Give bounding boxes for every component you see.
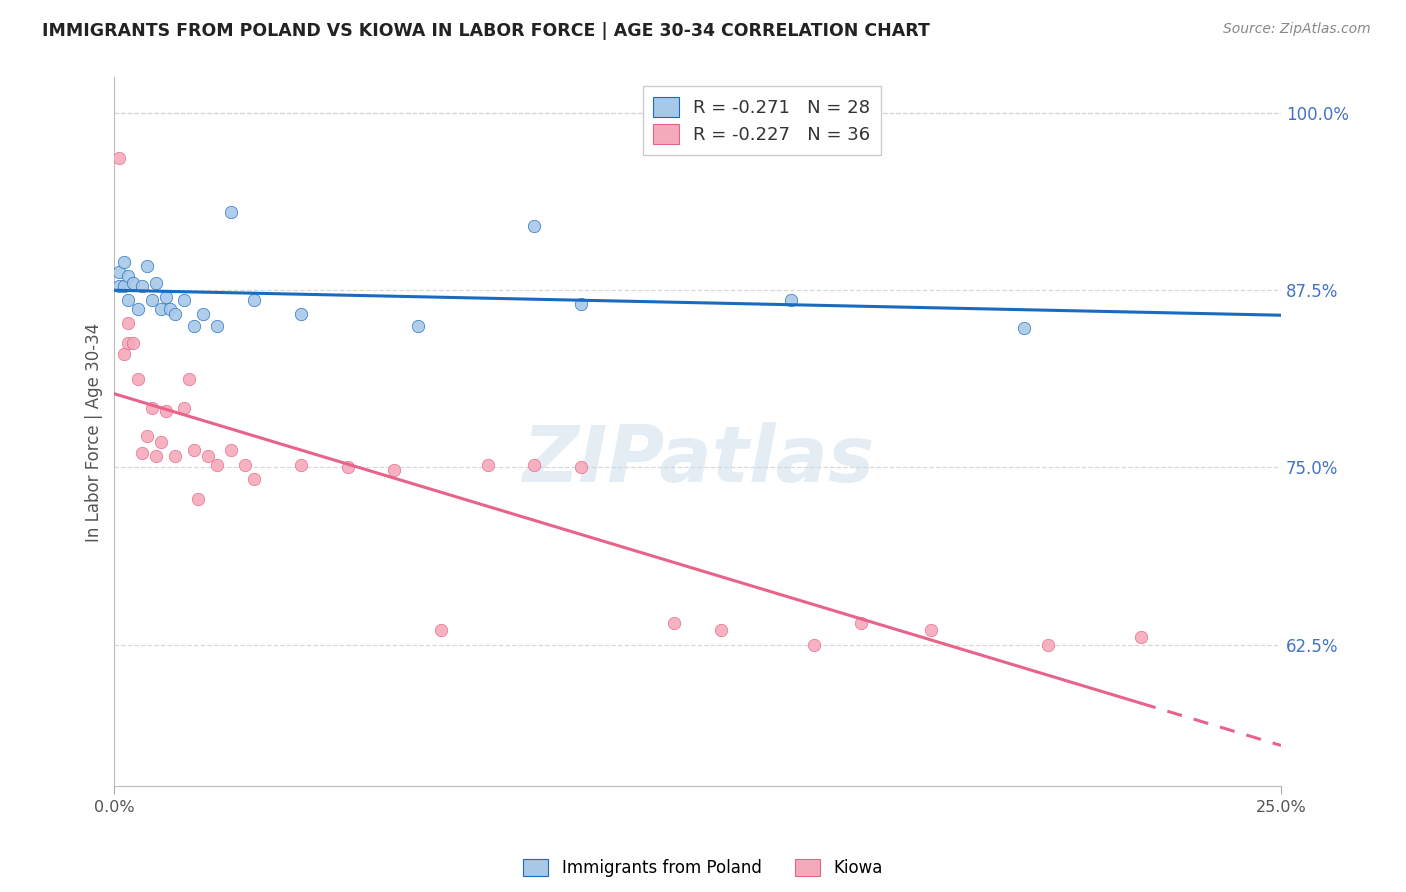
Point bbox=[131, 446, 153, 460]
Point bbox=[477, 458, 499, 472]
Point bbox=[150, 434, 173, 449]
Point bbox=[523, 219, 546, 234]
Point bbox=[191, 307, 214, 321]
Point bbox=[187, 491, 209, 506]
Point bbox=[108, 278, 131, 293]
Point bbox=[127, 301, 149, 316]
Text: Source: ZipAtlas.com: Source: ZipAtlas.com bbox=[1223, 22, 1371, 37]
Point bbox=[117, 316, 139, 330]
Point bbox=[664, 616, 686, 631]
Point bbox=[243, 472, 266, 486]
Point bbox=[290, 458, 312, 472]
Point bbox=[243, 293, 266, 307]
Text: IMMIGRANTS FROM POLAND VS KIOWA IN LABOR FORCE | AGE 30-34 CORRELATION CHART: IMMIGRANTS FROM POLAND VS KIOWA IN LABOR… bbox=[42, 22, 929, 40]
Point bbox=[122, 276, 145, 290]
Point bbox=[136, 429, 159, 443]
Point bbox=[710, 624, 733, 638]
Point bbox=[155, 290, 177, 304]
Point bbox=[136, 259, 159, 273]
Point bbox=[141, 401, 163, 415]
Point bbox=[523, 458, 546, 472]
Point bbox=[173, 293, 195, 307]
Point bbox=[122, 335, 145, 350]
Point bbox=[112, 347, 135, 361]
Point bbox=[219, 205, 242, 219]
Point bbox=[849, 616, 872, 631]
Point bbox=[112, 254, 135, 268]
Point bbox=[183, 443, 205, 458]
Point bbox=[108, 151, 131, 165]
Point bbox=[290, 307, 312, 321]
Point bbox=[145, 276, 167, 290]
Point bbox=[127, 372, 149, 386]
Point bbox=[569, 297, 592, 311]
Point bbox=[131, 278, 153, 293]
Point bbox=[233, 458, 256, 472]
Point bbox=[803, 638, 825, 652]
Point bbox=[108, 265, 131, 279]
Point bbox=[406, 318, 429, 333]
Point bbox=[165, 449, 187, 463]
Point bbox=[1014, 321, 1036, 335]
Point bbox=[150, 301, 173, 316]
Legend: R = -0.271   N = 28, R = -0.227   N = 36: R = -0.271 N = 28, R = -0.227 N = 36 bbox=[643, 87, 882, 155]
Point bbox=[117, 335, 139, 350]
Point bbox=[165, 307, 187, 321]
Point bbox=[141, 293, 163, 307]
Point bbox=[780, 293, 803, 307]
Point bbox=[183, 318, 205, 333]
Point bbox=[177, 372, 200, 386]
Point bbox=[159, 301, 181, 316]
Point bbox=[173, 401, 195, 415]
Point bbox=[145, 449, 167, 463]
Point bbox=[569, 460, 592, 475]
Point bbox=[219, 443, 242, 458]
Legend: Immigrants from Poland, Kiowa: Immigrants from Poland, Kiowa bbox=[517, 852, 889, 884]
Point bbox=[117, 268, 139, 283]
Point bbox=[1130, 631, 1153, 645]
Point bbox=[117, 293, 139, 307]
Point bbox=[920, 624, 942, 638]
Point bbox=[205, 458, 228, 472]
Y-axis label: In Labor Force | Age 30-34: In Labor Force | Age 30-34 bbox=[86, 322, 103, 541]
Point bbox=[430, 624, 453, 638]
Point bbox=[197, 449, 219, 463]
Point bbox=[1036, 638, 1059, 652]
Point bbox=[205, 318, 228, 333]
Point bbox=[336, 460, 359, 475]
Point bbox=[112, 278, 135, 293]
Text: ZIPatlas: ZIPatlas bbox=[522, 422, 873, 499]
Point bbox=[382, 463, 405, 477]
Point bbox=[155, 403, 177, 417]
